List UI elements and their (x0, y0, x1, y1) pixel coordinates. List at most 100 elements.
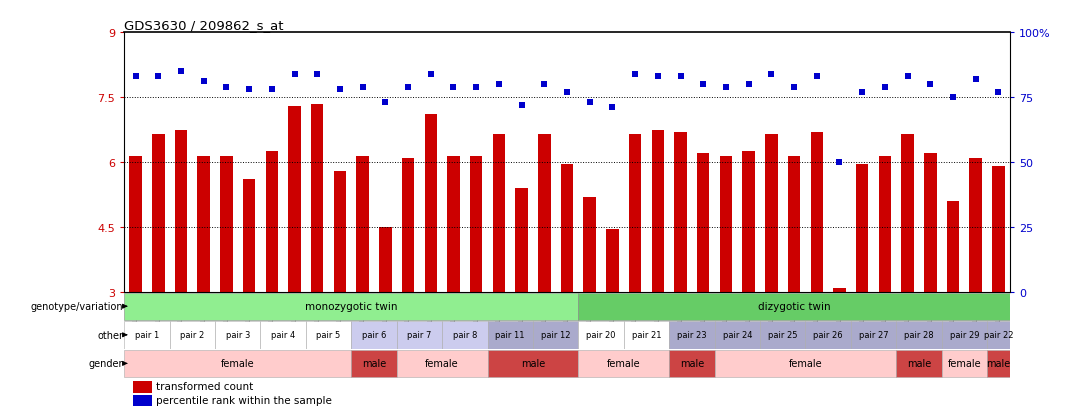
Point (717, 84, 734, 91)
Point (876, 84, 893, 91)
Point (127, 74, 145, 81)
Point (831, 159, 848, 166)
Text: pair 5: pair 5 (316, 330, 340, 339)
Bar (902, 135, 914, 292)
Bar (311, 104, 324, 292)
Point (581, 100, 598, 106)
Text: male: male (679, 358, 704, 368)
Point (400, 84, 417, 91)
Point (944, 95, 961, 101)
Bar (351, 321, 396, 349)
Text: pair 20: pair 20 (586, 330, 616, 339)
Bar (765, 135, 778, 292)
Bar (288, 107, 300, 292)
Bar (670, 350, 715, 377)
Text: pair 12: pair 12 (541, 330, 570, 339)
Bar (924, 154, 936, 292)
Point (513, 102, 530, 109)
Point (445, 84, 462, 91)
Bar (124, 293, 579, 320)
Point (173, 69, 190, 75)
Point (490, 82, 508, 88)
Bar (447, 156, 460, 292)
Text: male: male (907, 358, 931, 368)
Text: pair 29: pair 29 (949, 330, 980, 339)
Point (604, 105, 621, 112)
Point (740, 82, 757, 88)
Text: pair 3: pair 3 (226, 330, 249, 339)
Bar (760, 321, 806, 349)
Text: pair 26: pair 26 (813, 330, 843, 339)
Bar (742, 152, 755, 292)
Text: pair 7: pair 7 (407, 330, 432, 339)
Bar (851, 321, 896, 349)
Point (762, 71, 780, 78)
Point (309, 71, 326, 78)
Text: female: female (947, 358, 982, 368)
Text: female: female (607, 358, 640, 368)
Bar (260, 321, 306, 349)
Text: female: female (788, 358, 822, 368)
Bar (402, 158, 415, 292)
Point (967, 76, 984, 83)
Bar (220, 156, 232, 292)
Text: pair 22: pair 22 (984, 330, 1013, 339)
Text: pair 28: pair 28 (904, 330, 934, 339)
Bar (670, 321, 715, 349)
Bar (674, 133, 687, 292)
Point (195, 79, 213, 85)
Bar (356, 156, 369, 292)
Text: pair 4: pair 4 (271, 330, 295, 339)
Point (536, 82, 553, 88)
Text: pair 27: pair 27 (859, 330, 889, 339)
Bar (719, 156, 732, 292)
Bar (334, 171, 347, 292)
Bar (130, 156, 141, 292)
Bar (810, 133, 823, 292)
Bar (606, 230, 619, 292)
Bar (947, 202, 959, 292)
Text: genotype/variation: genotype/variation (30, 301, 123, 311)
Bar (266, 152, 278, 292)
Bar (715, 350, 896, 377)
Bar (487, 321, 532, 349)
Bar (124, 321, 170, 349)
Bar (834, 288, 846, 292)
Bar (243, 180, 255, 292)
Point (853, 89, 870, 96)
Bar (651, 130, 664, 292)
Bar (487, 350, 579, 377)
Point (332, 87, 349, 93)
Bar (561, 165, 573, 292)
Text: gender: gender (89, 358, 123, 368)
Bar (175, 130, 187, 292)
Text: other: other (97, 330, 123, 340)
Point (899, 74, 916, 81)
Point (808, 74, 825, 81)
Point (218, 84, 235, 91)
Text: percentile rank within the sample: percentile rank within the sample (157, 395, 332, 405)
Text: male: male (362, 358, 387, 368)
Text: pair 11: pair 11 (496, 330, 525, 339)
Point (626, 71, 644, 78)
Text: pair 2: pair 2 (180, 330, 204, 339)
Bar (215, 321, 260, 349)
Bar (697, 154, 710, 292)
Bar (515, 189, 528, 292)
Text: pair 21: pair 21 (632, 330, 661, 339)
Bar (351, 350, 396, 377)
Bar (806, 321, 851, 349)
Bar (379, 228, 392, 292)
Bar (442, 321, 487, 349)
Bar (133, 394, 151, 406)
Text: pair 8: pair 8 (453, 330, 477, 339)
Bar (579, 350, 670, 377)
Bar (470, 156, 483, 292)
Bar (787, 156, 800, 292)
Point (150, 74, 167, 81)
Bar (306, 321, 351, 349)
Point (264, 87, 281, 93)
Bar (152, 135, 164, 292)
Point (422, 71, 440, 78)
Text: monozygotic twin: monozygotic twin (305, 301, 397, 311)
